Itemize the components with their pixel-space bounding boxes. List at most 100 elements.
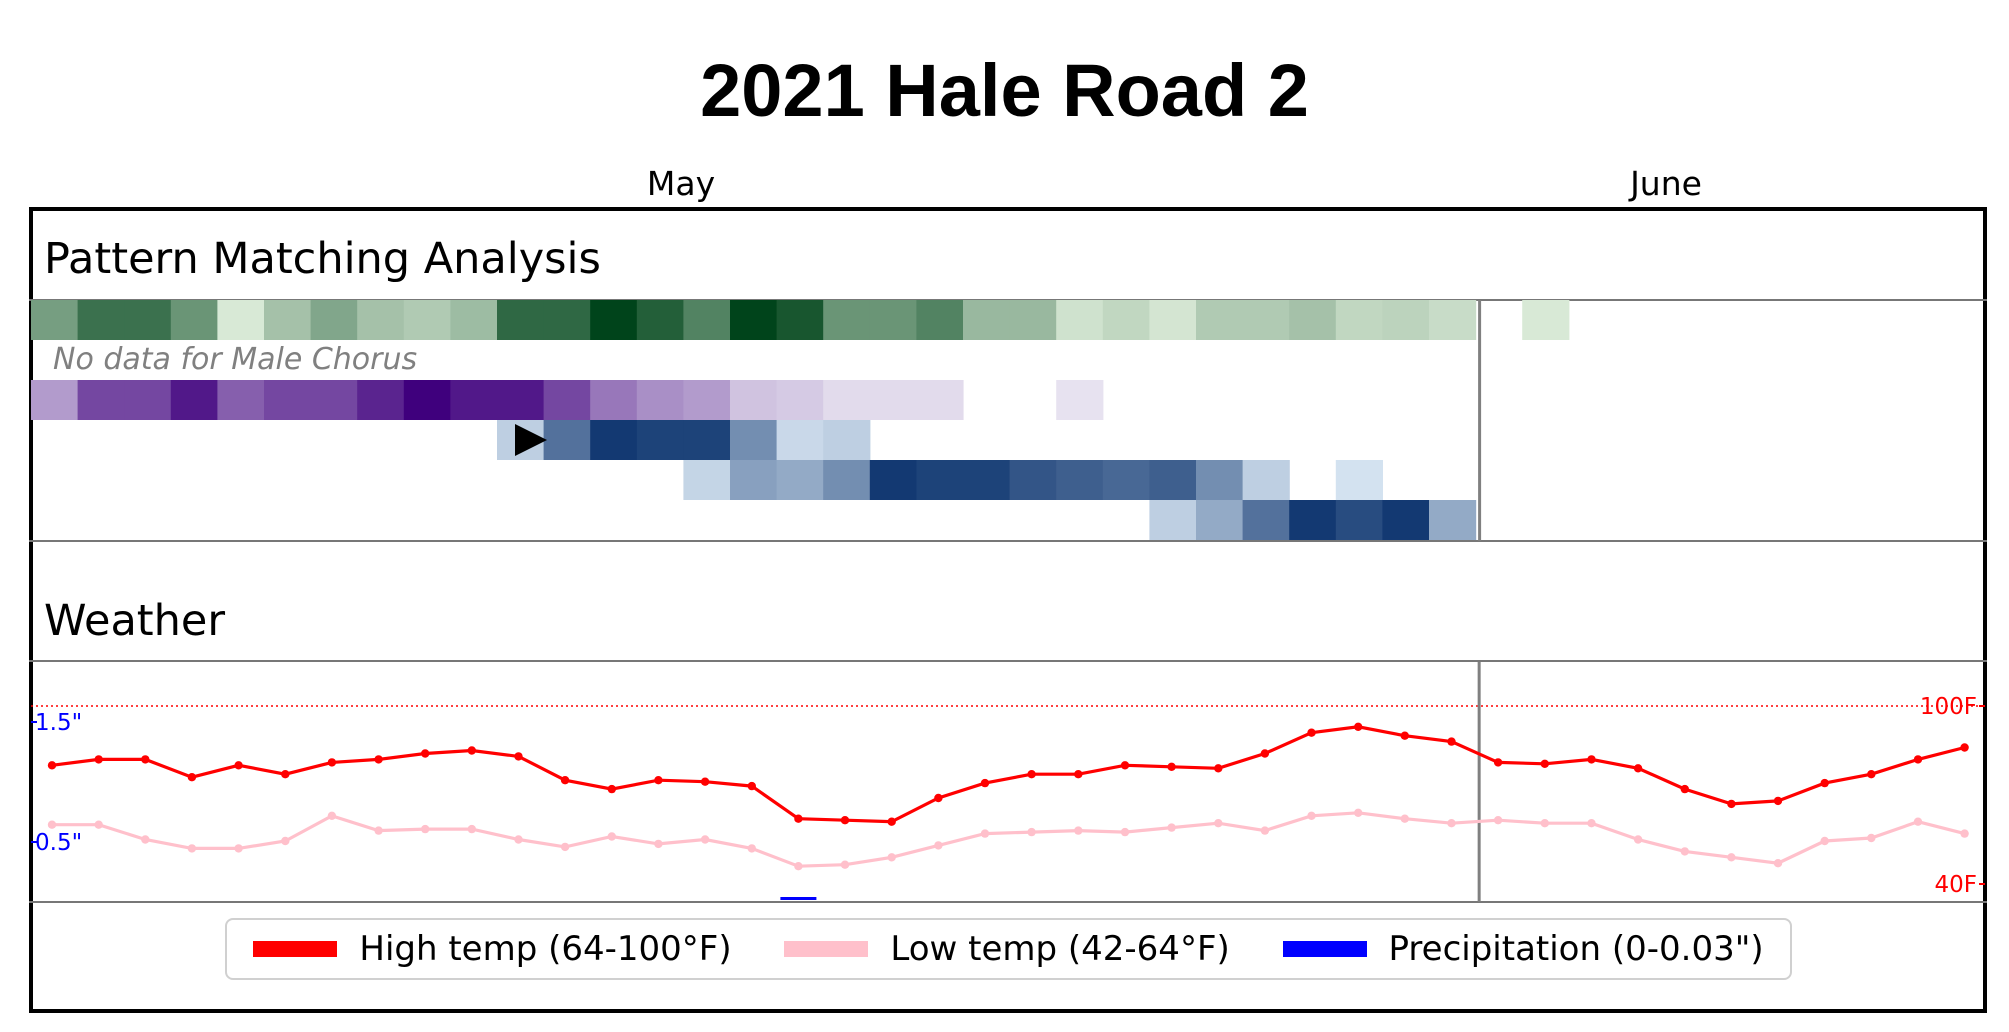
low-temp-point <box>1027 827 1036 837</box>
high-temp-point <box>887 817 896 826</box>
low-temp-point <box>607 832 616 841</box>
high-temp-point <box>560 776 570 785</box>
heatmap-cell <box>170 300 218 340</box>
high-temp-point <box>1400 731 1410 740</box>
high-temp-point <box>1307 728 1316 737</box>
heatmap-cell <box>543 380 591 420</box>
low-temp-point <box>187 844 197 853</box>
high-temp-point <box>1820 778 1829 788</box>
heatmap-cell <box>1335 460 1383 500</box>
temp-axis-label-top: 100F <box>1920 694 1977 720</box>
high-temp-point <box>1773 796 1783 806</box>
heatmap-cell <box>1382 500 1430 540</box>
high-temp-point <box>234 761 243 770</box>
low-temp-point <box>94 820 103 829</box>
high-temp-point <box>1074 770 1083 779</box>
low-temp-point <box>654 839 663 849</box>
heatmap-cell <box>1382 300 1430 340</box>
heatmap-cell <box>1149 460 1197 500</box>
high-temp-point <box>1727 799 1736 809</box>
high-temp-point <box>281 770 290 779</box>
heatmap-cell <box>450 300 498 340</box>
heatmap-cell <box>357 380 405 420</box>
plot-frame <box>29 207 1987 1013</box>
heatmap-cell <box>730 460 778 500</box>
low-temp-point <box>1354 808 1363 817</box>
low-temp-point <box>374 826 383 835</box>
weather-header-divider <box>29 660 1987 662</box>
high-temp-point <box>141 755 150 764</box>
heatmap-cell <box>1196 500 1244 540</box>
low-temp-point <box>1074 826 1083 835</box>
heatmap-cell <box>497 380 545 420</box>
heatmap-cell <box>1009 300 1057 340</box>
heatmap-cell <box>1149 300 1197 340</box>
heatmap-cell <box>1429 300 1477 340</box>
low-temp-line <box>52 811 1965 868</box>
low-temp-point <box>327 811 337 820</box>
heatmap-cell <box>1056 380 1104 420</box>
low-temp-point <box>1867 833 1876 843</box>
heatmap-cell <box>869 300 917 340</box>
high-temp-point <box>1354 722 1363 731</box>
heatmap-marker <box>515 424 547 456</box>
heatmap-cell <box>590 420 638 460</box>
high-temp-point <box>374 755 383 764</box>
heatmap-cell <box>1102 300 1150 340</box>
precip-axis-label-mid: 0.5" <box>35 830 82 856</box>
high-temp-point <box>1540 759 1550 768</box>
low-temp-point <box>1214 819 1223 828</box>
heatmap-cell <box>683 420 731 460</box>
heatmap-cell <box>776 380 824 420</box>
high-temp-point <box>980 778 990 788</box>
heatmap-cell <box>31 380 79 420</box>
legend-swatch-precipitation <box>1282 941 1367 957</box>
low-temp-point <box>1773 859 1783 868</box>
heatmap-cell <box>1009 460 1057 500</box>
high-temp-line <box>51 725 1965 824</box>
low-temp-point <box>141 835 150 844</box>
low-temp-point <box>1307 811 1316 820</box>
low-temp-point <box>700 835 710 844</box>
heatmap-cell <box>403 300 451 340</box>
low-temp-point <box>1167 823 1176 832</box>
low-temp-point <box>1400 814 1410 823</box>
heatmap-cell <box>77 300 125 340</box>
legend-label-low-temp: Low temp (42-64°F) <box>890 929 1230 969</box>
low-temp-point <box>1447 819 1456 828</box>
weather-bottom-divider <box>29 901 1987 903</box>
pattern-section-title: Pattern Matching Analysis <box>44 234 601 284</box>
heatmap-cell <box>310 380 358 420</box>
low-temp-point <box>1680 847 1690 856</box>
heatmap-cell <box>1102 460 1150 500</box>
low-temp-point <box>1727 853 1736 862</box>
heatmap-cell <box>823 300 871 340</box>
heatmap-cell <box>916 460 964 500</box>
low-temp-point <box>1540 819 1550 828</box>
low-temp-point <box>794 862 803 871</box>
heatmap-cell <box>1056 460 1104 500</box>
high-temp-point <box>47 761 57 770</box>
heatmap-cell <box>590 380 638 420</box>
high-temp-point <box>421 749 430 758</box>
heatmap-cell <box>1242 500 1290 540</box>
heatmap-cell <box>217 300 265 340</box>
legend-item-low-temp: Low temp (42-64°F) <box>784 929 1230 969</box>
heatmap-cell <box>683 460 731 500</box>
legend: High temp (64-100°F) Low temp (42-64°F) … <box>225 918 1792 980</box>
heatmap-cell <box>1289 300 1337 340</box>
heatmap-cell <box>170 380 218 420</box>
heatmap-cell <box>730 380 778 420</box>
heatmap-cell <box>124 380 172 420</box>
heatmap-cell <box>869 380 917 420</box>
heatmap-cell <box>636 300 684 340</box>
weather-section-title: Weather <box>44 596 226 646</box>
no-data-message: No data for Male Chorus <box>53 342 418 377</box>
heatmap-cell <box>1335 300 1383 340</box>
heatmap-cell <box>683 300 731 340</box>
heatmap-cell <box>823 380 871 420</box>
heatmap-cell <box>497 300 545 340</box>
heatmap-cell <box>543 300 591 340</box>
heatmap-cell <box>1242 460 1290 500</box>
heatmap-cell <box>1429 500 1477 540</box>
